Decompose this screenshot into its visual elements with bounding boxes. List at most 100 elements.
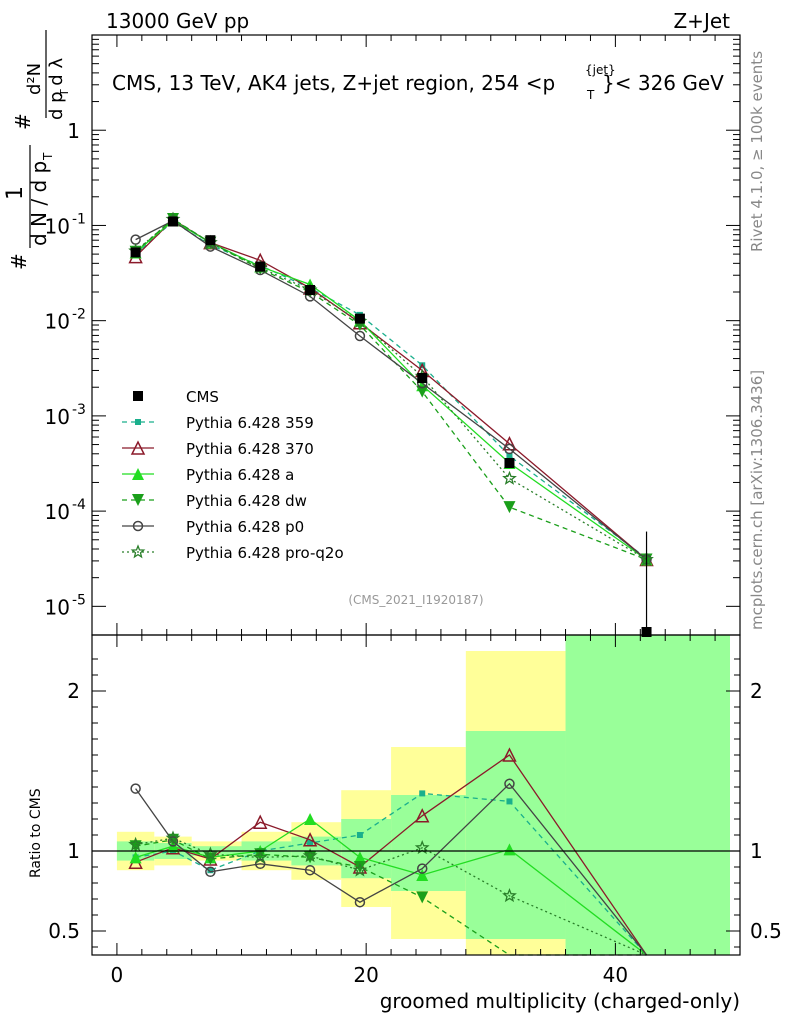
ratio-point-pa [353, 851, 366, 864]
ratio-point-p359 [207, 867, 214, 874]
y-ratio-tick-label-right: 1 [750, 839, 763, 863]
top-point-p359 [506, 452, 513, 459]
ratio-point-pq2o [252, 849, 268, 864]
ratio-point-pdw [353, 861, 366, 873]
band-green-bin [465, 731, 566, 939]
top-point-pdw [416, 385, 429, 398]
ratio-point-pp0 [504, 778, 515, 790]
y-top-tick-exponent: -2 [72, 307, 86, 323]
ratio-point-pp0 [416, 863, 428, 874]
x-axis-label: groomed multiplicity (charged-only) [380, 989, 740, 1013]
x-tick-label: 0 [111, 963, 124, 987]
plot-title-sup: {jet} [585, 63, 616, 77]
analysis-reference: (CMS_2021_I1920187) [348, 593, 483, 607]
y-top-tick-label: 1 [67, 119, 80, 143]
legend-marker-pa [132, 468, 144, 480]
y-top-tick-exponent: -3 [72, 402, 86, 418]
ratio-point-p359 [506, 798, 513, 805]
y-top-tick-exponent: -1 [72, 211, 86, 227]
ratio-point-pq2o [302, 848, 318, 863]
ylabel-sub-t: T [41, 152, 55, 161]
ratio-point-pp0 [304, 864, 316, 876]
y-ratio-tick-label: 1 [67, 839, 80, 863]
y-ratio-tick-label-right: 2 [750, 679, 763, 703]
y-top-tick-label: 10 [45, 500, 70, 524]
legend-marker-pp0 [132, 520, 144, 532]
top-point-cms [305, 284, 316, 295]
y-ratio-tick-label: 0.5 [48, 919, 80, 943]
y-ratio-tick-label-right: 0.5 [750, 919, 782, 943]
ratio-point-p370 [302, 832, 318, 847]
y-top-tick-exponent: -5 [72, 592, 86, 608]
ratio-point-p359 [419, 790, 426, 797]
ratio-point-pa [503, 843, 516, 856]
ratio-point-pq2o [128, 836, 143, 851]
header-left: 13000 GeV pp [106, 9, 249, 33]
legend-label-pdw: Pythia 6.428 dw [186, 492, 307, 510]
top-point-cms [130, 247, 141, 258]
rivet-label: Rivet 4.1.0, ≥ 100k events [748, 51, 766, 252]
ratio-point-p359 [356, 832, 363, 838]
ylabel-dpt-dl: d p d λ [46, 58, 67, 120]
x-tick-label: 20 [353, 963, 378, 987]
mcplots-label: mcplots.cern.ch [arXiv:1306.3436] [748, 370, 766, 630]
ratio-point-pa [416, 869, 429, 881]
ylabel-sub-t-2: T [58, 89, 71, 97]
header-right: Z+Jet [673, 9, 730, 33]
top-point-pdw [503, 501, 516, 514]
plot-title: CMS, 13 TeV, AK4 jets, Z+jet region, 254… [112, 63, 724, 102]
legend-marker-pdw [132, 494, 144, 506]
ratio-line-pq2o [135, 837, 647, 956]
ratio-point-pp0 [130, 783, 141, 794]
top-point-pq2o [502, 470, 517, 485]
top-point-cms [168, 216, 178, 227]
plot-title-main: CMS, 13 TeV, AK4 jets, Z+jet region, 254… [112, 71, 555, 95]
ratio-point-pa [129, 851, 142, 864]
ylabel-one: 1 [3, 186, 28, 200]
ratio-point-p370 [502, 747, 517, 762]
ylabel-hash-1: # [7, 253, 31, 270]
y-top-tick-label: 10 [45, 595, 70, 619]
legend: CMS Pythia 6.428 359 Pythia 6.428 370 Pythi… [122, 388, 344, 562]
y-top-tick-label: 10 [45, 405, 70, 429]
ratio-point-p359 [307, 840, 314, 846]
ratio-point-pq2o [352, 862, 368, 877]
top-line-pdw [135, 218, 647, 561]
top-point-cms [205, 235, 216, 246]
ratio-point-pdw [416, 891, 429, 904]
y-axis-label-top: # 1 d N / d p T # d²N d p d λ T [3, 30, 71, 270]
plot-title-sub: T [586, 88, 595, 102]
top-point-cms [255, 261, 266, 272]
ratio-point-pq2o [165, 830, 181, 845]
top-point-cms [354, 313, 365, 324]
ratio-line-pdw [135, 839, 647, 956]
top-point-cms [417, 372, 428, 383]
y-top-tick-label: 10 [45, 214, 70, 238]
ratio-point-pp0 [167, 836, 179, 847]
legend-label-cms_legend: CMS [186, 388, 219, 406]
top-point-cms [504, 458, 515, 469]
ratio-point-p370 [415, 808, 430, 823]
ratio-point-p370 [253, 814, 268, 829]
ratio-point-pa [304, 813, 317, 825]
ylabel-dn-dpt: d N / d p [27, 161, 51, 246]
ratio-point-pp0 [354, 896, 366, 908]
y-ratio-tick-label: 2 [67, 679, 80, 703]
top-panel-series [128, 211, 654, 637]
ratio-panel-series [92, 747, 740, 956]
legend-label-pp0: Pythia 6.428 p0 [186, 518, 304, 536]
legend-label-pa: Pythia 6.428 a [186, 466, 294, 484]
legend-marker-pq2o [130, 544, 146, 559]
top-point-pp0 [354, 330, 366, 342]
ratio-point-pq2o [203, 846, 218, 861]
y-top-tick-label: 10 [45, 310, 70, 334]
legend-label-p370: Pythia 6.428 370 [186, 440, 314, 458]
legend-marker-p370 [130, 440, 146, 455]
band-green-bin [565, 635, 730, 955]
ratio-point-pp0 [205, 866, 216, 878]
ylabel-hash-2: # [11, 113, 35, 130]
x-tick-label: 40 [603, 963, 628, 987]
legend-label-p359: Pythia 6.428 359 [186, 414, 314, 432]
